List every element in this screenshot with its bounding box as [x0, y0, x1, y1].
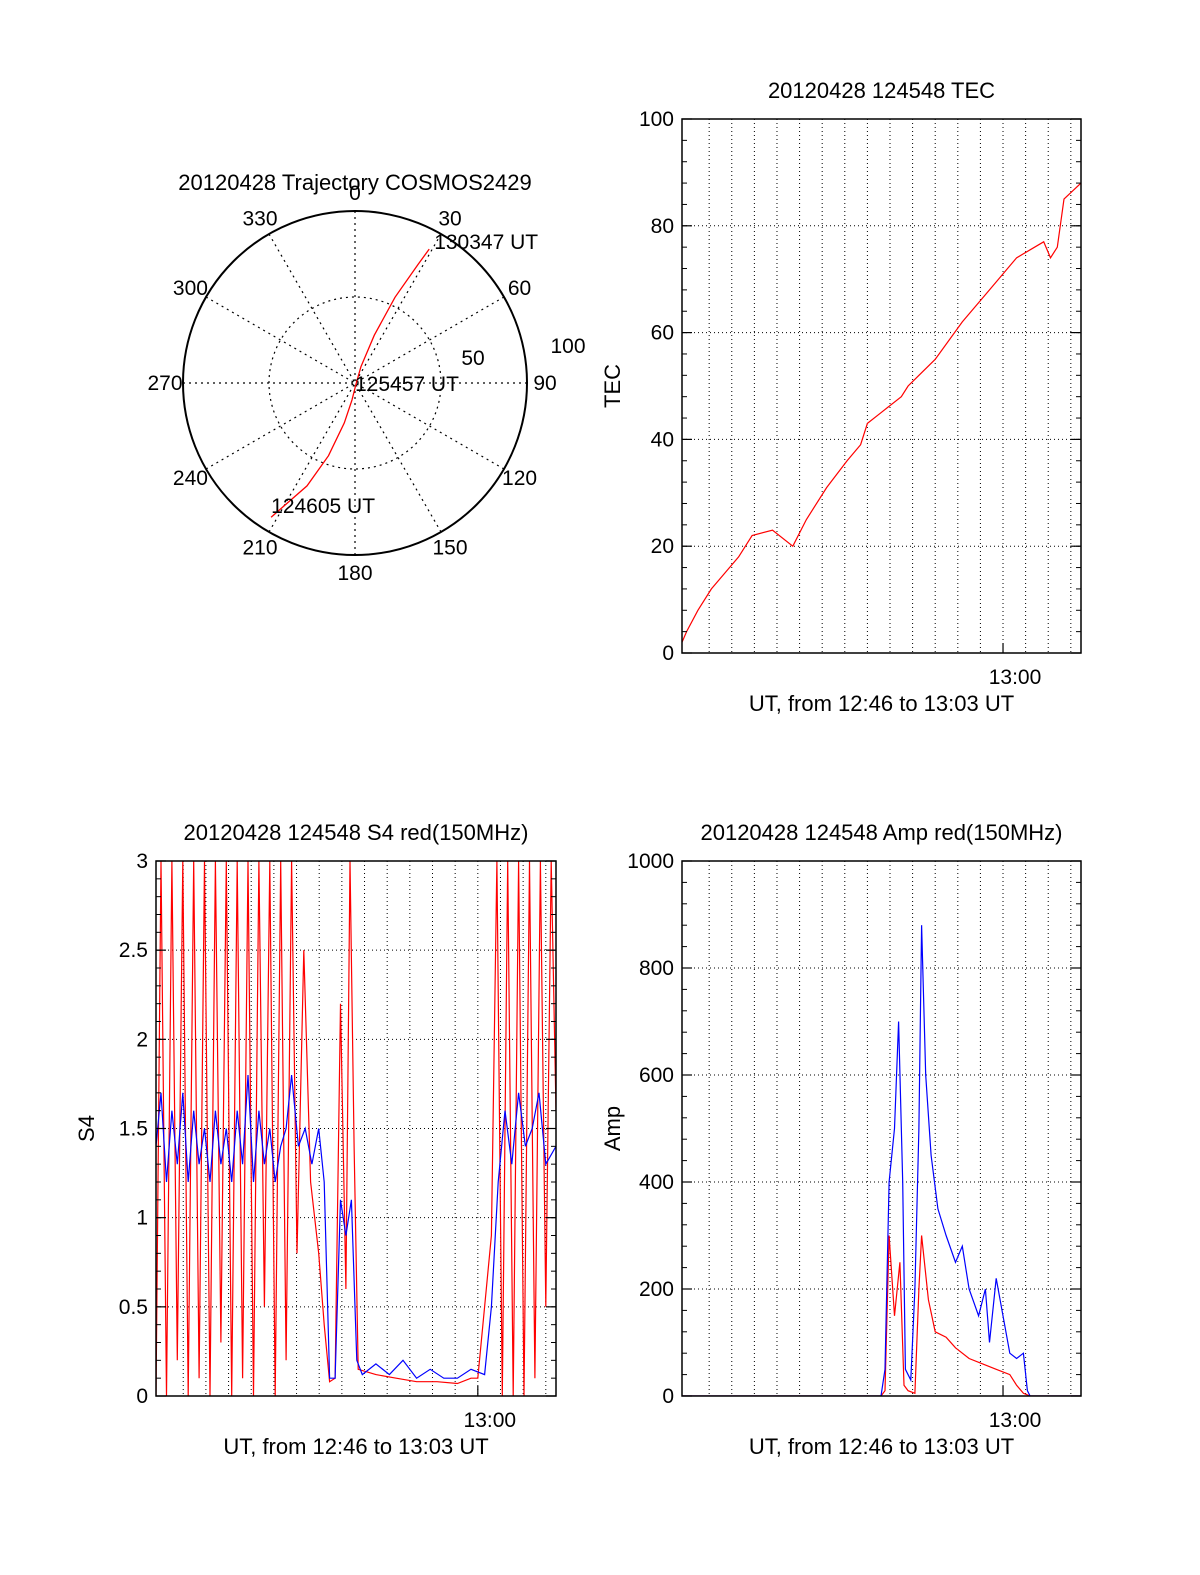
x-axis-label: UT, from 12:46 to 13:03 UT [223, 1434, 488, 1459]
angle-label: 330 [242, 207, 277, 230]
x-tick-label: 13:00 [464, 1409, 517, 1432]
y-tick-label: 0 [662, 1385, 674, 1408]
angle-label: 180 [337, 562, 372, 585]
trajectory-line [270, 248, 430, 518]
plot-frame [681, 860, 1082, 1397]
x-tick-label: 13:00 [989, 666, 1042, 689]
y-tick-label: 2.5 [119, 939, 148, 962]
y-axis-label: S4 [74, 1115, 99, 1142]
angle-label: 90 [533, 372, 556, 395]
y-tick-label: 80 [651, 215, 674, 238]
plot-frame [681, 118, 1082, 654]
y-tick-label: 1.5 [119, 1118, 148, 1141]
angle-label: 30 [438, 207, 461, 230]
y-tick-label: 0.5 [119, 1296, 148, 1319]
angle-label: 240 [173, 467, 208, 490]
y-tick-label: 20 [651, 535, 674, 558]
y-tick-label: 100 [639, 108, 674, 131]
y-tick-label: 40 [651, 428, 674, 451]
y-tick-label: 400 [639, 1171, 674, 1194]
chart-title: 20120428 124548 Amp red(150MHz) [700, 820, 1062, 845]
time-annotation: 124605 UT [271, 495, 375, 518]
time-annotation: 125457 UT [355, 373, 459, 396]
series-line-0 [156, 861, 556, 1396]
chart-title: 20120428 124548 S4 red(150MHz) [184, 820, 529, 845]
angle-label: 300 [173, 277, 208, 300]
y-axis-label: Amp [600, 1106, 625, 1151]
y-tick-label: 0 [136, 1385, 148, 1408]
s4-chart: 20120428 124548 S4 red(150MHz) 0 0.5 1 1.5 2 2… [74, 820, 557, 1459]
y-axis-label: TEC [600, 364, 625, 408]
y-tick-label: 0 [662, 642, 674, 665]
y-tick-label: 800 [639, 957, 674, 980]
radial-label: 50 [461, 347, 484, 370]
angle-label: 210 [242, 537, 277, 560]
angle-label: 60 [508, 277, 531, 300]
angle-label: 150 [432, 537, 467, 560]
tec-chart: 20120428 124548 TEC 0 20 40 60 80 100 13:00UT, … [600, 78, 1082, 716]
y-tick-label: 2 [136, 1028, 148, 1051]
angle-label: 270 [147, 372, 182, 395]
angle-label: 0 [349, 182, 361, 205]
x-tick-label: 13:00 [989, 1409, 1042, 1432]
amp-chart: 20120428 124548 Amp red(150MHz) 0 200 400 60… [600, 820, 1082, 1459]
time-annotation: 130347 UT [434, 231, 538, 254]
angle-label: 120 [502, 467, 537, 490]
chart-title: 20120428 Trajectory COSMOS2429 [178, 170, 531, 195]
y-tick-label: 600 [639, 1064, 674, 1087]
series-line-1 [156, 1074, 556, 1380]
y-tick-label: 1000 [627, 850, 674, 873]
series-line-0 [682, 1235, 1081, 1396]
y-tick-label: 200 [639, 1278, 674, 1301]
y-tick-label: 3 [136, 850, 148, 873]
chart-title: 20120428 124548 TEC [768, 78, 995, 103]
x-axis-label: UT, from 12:46 to 13:03 UT [749, 691, 1014, 716]
y-tick-label: 1 [136, 1207, 148, 1230]
series-line-1 [682, 925, 1081, 1396]
x-axis-label: UT, from 12:46 to 13:03 UT [749, 1434, 1014, 1459]
radial-label: 100 [550, 335, 585, 358]
series-line-0 [682, 182, 1081, 643]
y-tick-label: 60 [651, 322, 674, 345]
